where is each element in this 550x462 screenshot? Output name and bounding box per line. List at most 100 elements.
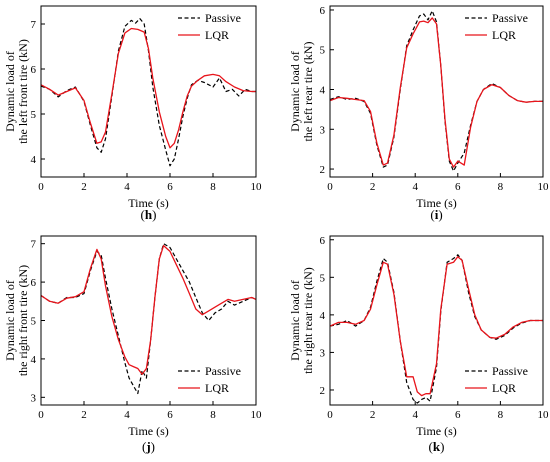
legend: Passive LQR (178, 364, 241, 395)
y-tick-label: 5 (320, 272, 326, 284)
legend-label-passive: Passive (205, 364, 241, 378)
series-line-passive (330, 254, 543, 404)
y-axis-title-line: the right front tire (kN) (16, 265, 30, 376)
x-axis-title: Time (s) (416, 424, 457, 438)
y-tick-label: 2 (320, 164, 326, 176)
y-tick-label: 6 (31, 64, 37, 76)
panel-label: (k) (429, 439, 445, 454)
x-tick-label: 8 (498, 409, 504, 421)
series-line-lqr (330, 17, 543, 168)
x-tick-label: 10 (251, 181, 263, 193)
y-axis-title-line: Dynamic load of (288, 280, 302, 361)
x-tick-label: 6 (167, 409, 173, 421)
legend-label-passive: Passive (492, 364, 528, 378)
panel-label: (h) (141, 207, 157, 222)
y-tick-label: 6 (320, 235, 326, 247)
legend-label-lqr: LQR (205, 381, 229, 395)
y-tick-label: 7 (31, 239, 37, 251)
x-tick-label: 0 (38, 409, 44, 421)
panel-label-letter: h (145, 207, 153, 222)
y-tick-label: 3 (31, 392, 37, 404)
y-tick-label: 3 (320, 124, 326, 136)
x-tick-label: 0 (327, 409, 333, 421)
x-tick-label: 8 (210, 181, 216, 193)
legend: Passive LQR (178, 11, 241, 42)
x-tick-label: 6 (455, 409, 461, 421)
x-tick-label: 10 (251, 409, 263, 421)
panel-label: (j) (142, 439, 155, 454)
x-tick-label: 6 (455, 181, 461, 193)
x-tick-label: 2 (370, 409, 376, 421)
x-tick-label: 0 (38, 181, 44, 193)
y-tick-label: 6 (320, 5, 326, 17)
x-tick-label: 4 (124, 409, 130, 421)
legend-label-passive: Passive (205, 11, 241, 25)
y-tick-label: 3 (320, 347, 326, 359)
legend-label-lqr: LQR (492, 381, 516, 395)
y-axis-title: Dynamic load ofthe left front tire (kN) (3, 39, 30, 144)
x-tick-label: 2 (370, 181, 376, 193)
panel-label-close: ) (152, 207, 156, 222)
legend-label-lqr: LQR (492, 28, 516, 42)
legend: Passive LQR (465, 11, 528, 42)
legend-label-passive: Passive (492, 11, 528, 25)
x-tick-label: 0 (327, 181, 333, 193)
y-tick-label: 5 (320, 45, 326, 57)
legend: Passive LQR (465, 364, 528, 395)
panel-label-close: ) (438, 207, 442, 222)
plot-frame (329, 235, 544, 406)
x-tick-label: 6 (167, 181, 173, 193)
x-axis-title: Time (s) (128, 196, 169, 210)
panel-label: (i) (430, 207, 442, 222)
y-tick-label: 7 (31, 19, 37, 31)
y-tick-label: 4 (320, 310, 326, 322)
panel-label-open: ( (429, 439, 433, 454)
y-axis-title-line: Dynamic load of (3, 280, 17, 361)
plot-frame (329, 5, 544, 178)
x-tick-label: 4 (412, 409, 418, 421)
chart-panel-j: 0 2 4 6 8 10 3 4 5 6 7 Time (s) Dynamic load ofthe r… (3, 235, 263, 454)
series-line-lqr (41, 244, 256, 375)
series-line-lqr (41, 27, 256, 149)
panel-label-open: ( (141, 207, 145, 222)
y-axis-title-line: Dynamic load of (3, 51, 17, 132)
panel-label-letter: j (145, 439, 150, 454)
panel-label-open: ( (430, 207, 434, 222)
plot-frame (40, 5, 257, 178)
y-axis-title-line: Dynamic load of (288, 51, 302, 132)
y-axis-title: Dynamic load ofthe right front tire (kN) (3, 265, 30, 376)
x-tick-label: 10 (538, 181, 550, 193)
x-axis-title: Time (s) (416, 196, 457, 210)
x-tick-label: 4 (124, 181, 130, 193)
y-tick-label: 5 (31, 316, 37, 328)
panel-label-letter: k (433, 439, 441, 454)
y-tick-label: 4 (31, 354, 37, 366)
chart-panel-h: 0 2 4 6 8 10 4 5 6 7 Time (s) Dynamic load ofthe le… (3, 5, 263, 222)
panel-label-open: ( (142, 439, 146, 454)
y-axis-title-line: the right rear tire (kN) (301, 267, 315, 374)
x-tick-label: 4 (412, 181, 418, 193)
x-tick-label: 8 (210, 409, 216, 421)
panel-label-close: ) (440, 439, 444, 454)
series-line-lqr (330, 256, 543, 397)
legend-label-lqr: LQR (205, 28, 229, 42)
panel-label-close: ) (151, 439, 155, 454)
x-tick-label: 10 (538, 409, 550, 421)
y-tick-label: 6 (31, 277, 37, 289)
y-tick-label: 4 (320, 85, 326, 97)
panel-label-letter: i (435, 207, 439, 222)
plot-frame (40, 235, 257, 406)
x-tick-label: 2 (81, 181, 87, 193)
y-tick-label: 2 (320, 385, 326, 397)
y-axis-title-line: the left front tire (kN) (16, 39, 30, 144)
y-axis-title: Dynamic load ofthe left rear tire (kN) (288, 42, 315, 142)
y-axis-title: Dynamic load ofthe right rear tire (kN) (288, 267, 315, 374)
y-tick-label: 4 (31, 154, 37, 166)
x-axis-title: Time (s) (128, 424, 169, 438)
x-tick-label: 2 (81, 409, 87, 421)
y-tick-label: 5 (31, 109, 37, 121)
y-axis-title-line: the left rear tire (kN) (301, 42, 315, 142)
